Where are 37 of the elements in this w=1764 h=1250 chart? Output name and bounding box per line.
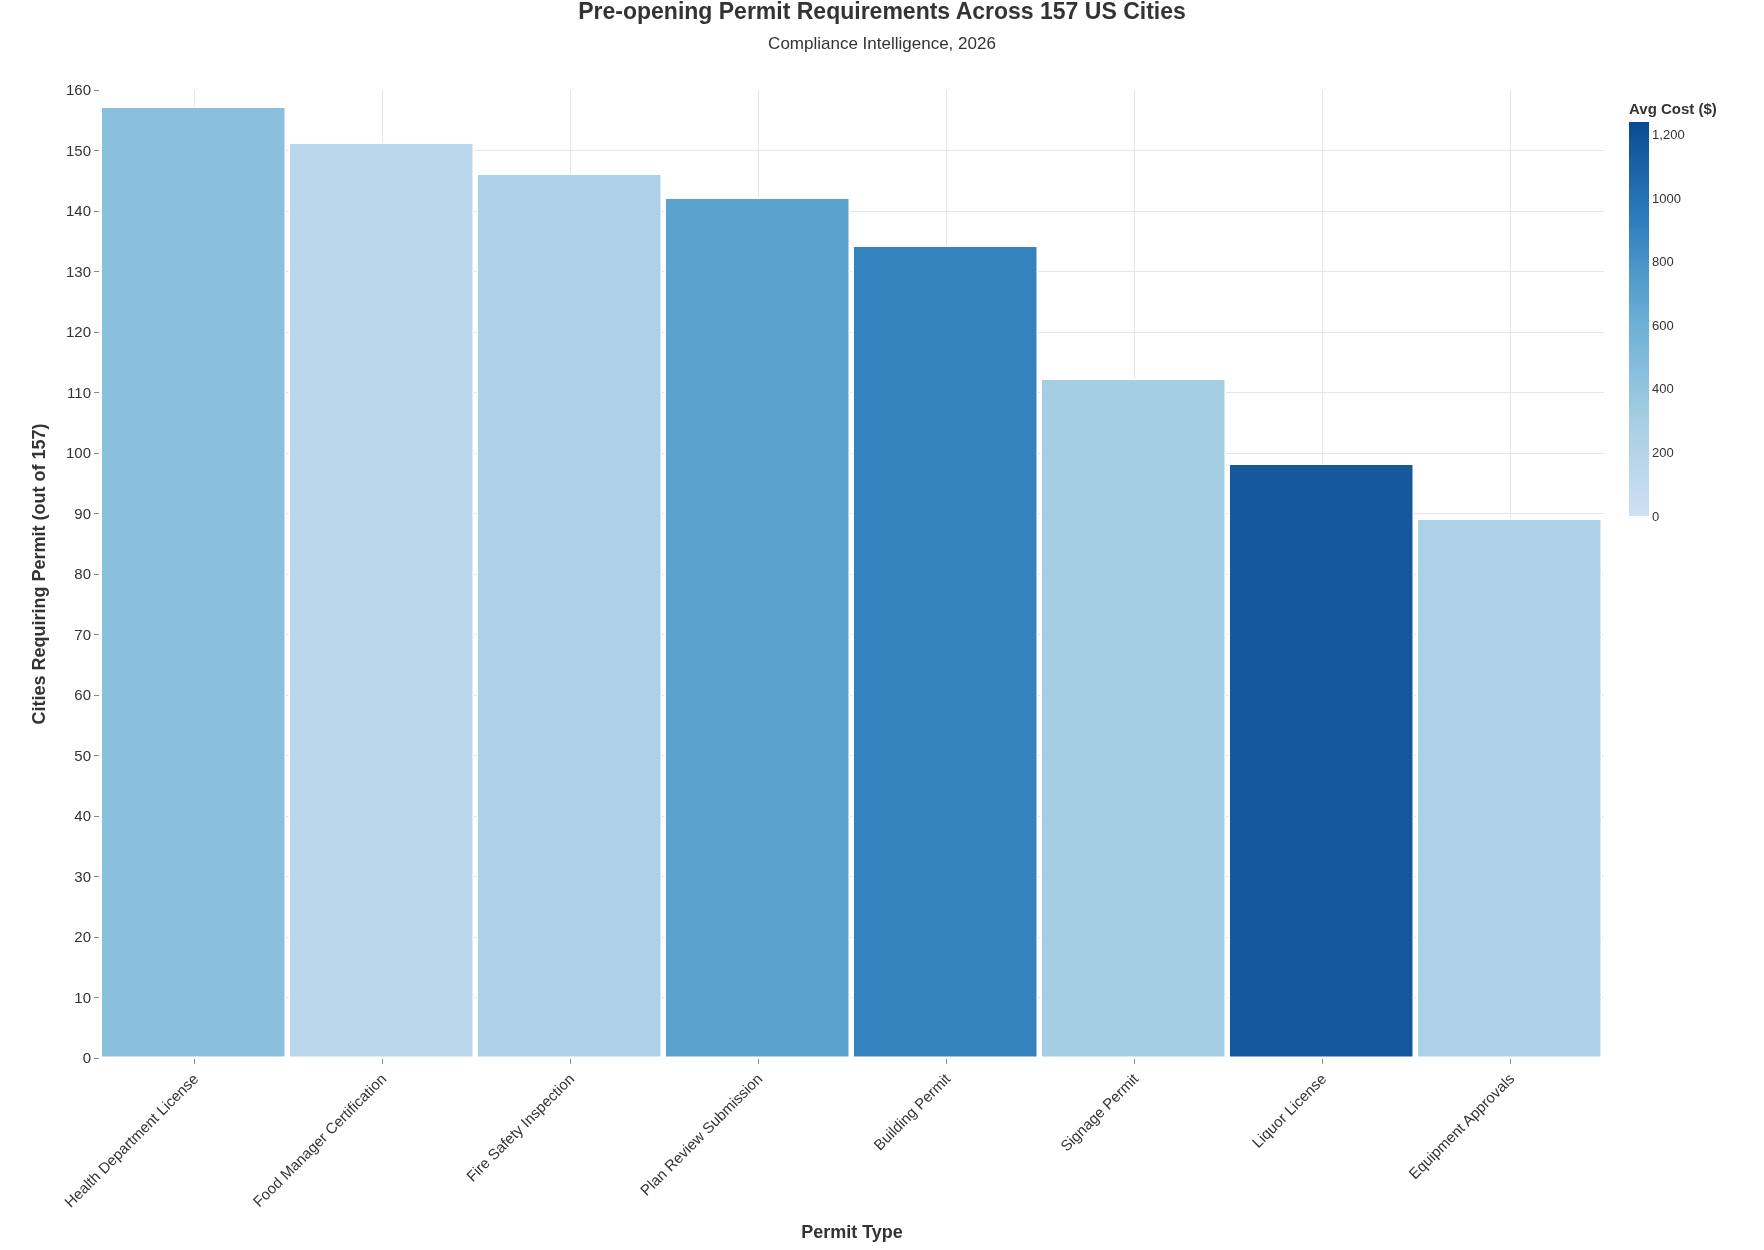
y-tick-label: 100	[65, 444, 91, 462]
color-bar-label: 400	[1652, 381, 1674, 397]
y-tick-label: 130	[65, 262, 91, 280]
bar	[100, 106, 286, 1058]
y-axis-title: Cities Requiring Permit (out of 157)	[29, 423, 50, 725]
bar	[1416, 518, 1602, 1058]
y-tick-label: 20	[74, 928, 91, 946]
y-tick-label: 50	[74, 746, 91, 764]
y-tick-label: 120	[65, 323, 91, 341]
color-bar-label: 600	[1652, 317, 1674, 333]
y-tick-label: 70	[74, 625, 91, 643]
y-tick-label: 90	[74, 504, 91, 522]
bar	[852, 245, 1038, 1058]
y-tick-label: 0	[82, 1049, 91, 1067]
bar	[664, 197, 850, 1058]
y-tick-label: 160	[65, 81, 91, 99]
color-bar-label: 0	[1652, 508, 1660, 524]
bar	[288, 142, 474, 1058]
x-axis-title: Permit Type	[801, 1221, 903, 1242]
bar	[476, 173, 662, 1058]
bar	[1228, 463, 1414, 1058]
bar	[1040, 378, 1226, 1058]
color-bar-label: 1,200	[1652, 127, 1685, 143]
y-tick-label: 30	[74, 867, 91, 885]
color-bar-label: 800	[1652, 254, 1674, 270]
chart-subtitle: Compliance Intelligence, 2026	[768, 33, 996, 53]
y-tick-label: 40	[74, 807, 91, 825]
y-tick-label: 80	[74, 565, 91, 583]
y-tick-label: 110	[67, 383, 91, 401]
color-bar-label: 200	[1652, 445, 1674, 460]
y-tick-label: 60	[74, 686, 91, 704]
color-bar-title: Avg Cost ($)	[1629, 100, 1717, 118]
chart-title: Pre-opening Permit Requirements Across 157 US Cities	[578, 0, 1186, 24]
y-tick-label: 140	[65, 202, 91, 220]
color-bar-label: 1000	[1652, 190, 1682, 206]
y-tick-label: 150	[65, 141, 91, 159]
y-tick-label: 10	[74, 988, 91, 1006]
